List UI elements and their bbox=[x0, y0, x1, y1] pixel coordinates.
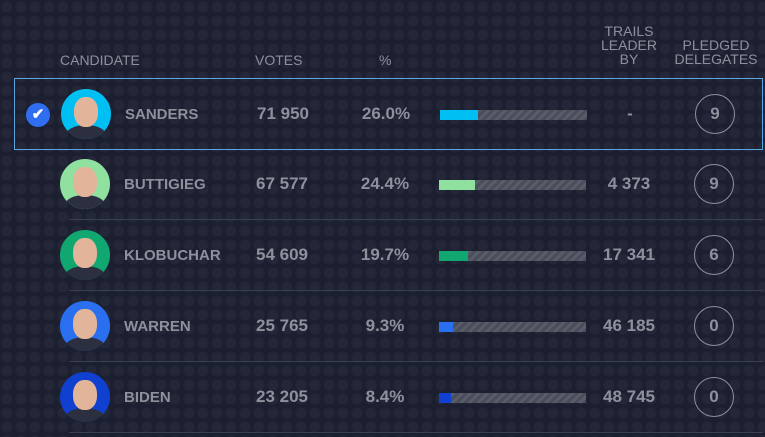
header-pledged-delegates: PLEDGED DELEGATES bbox=[668, 38, 764, 66]
trails-leader-by: 4 373 bbox=[607, 174, 651, 193]
vote-percent: 9.3% bbox=[365, 316, 405, 335]
header-trails-line: TRAILS bbox=[604, 23, 654, 39]
vote-percent: 8.4% bbox=[365, 387, 405, 406]
votes: 25 765 bbox=[256, 316, 308, 335]
avatar-body bbox=[65, 195, 105, 209]
header-trails-leader-by: TRAILS LEADER BY bbox=[586, 24, 672, 66]
row-divider bbox=[69, 290, 763, 291]
avatar bbox=[60, 372, 110, 422]
avatar-face bbox=[73, 380, 97, 410]
candidate-name: WARREN bbox=[124, 318, 191, 335]
candidate-name: SANDERS bbox=[125, 106, 199, 123]
header-pledged-line: DELEGATES bbox=[674, 51, 758, 67]
votes: 67 577 bbox=[256, 174, 308, 193]
header-trails-line: LEADER bbox=[600, 37, 658, 53]
pledged-delegates-badge: 0 bbox=[694, 306, 734, 346]
avatar-face bbox=[73, 309, 97, 339]
votes: 71 950 bbox=[257, 104, 309, 123]
header-pct: % bbox=[379, 52, 392, 68]
candidate-name: BIDEN bbox=[124, 389, 171, 406]
check-icon: ✔ bbox=[26, 103, 50, 127]
pledged-delegates-badge: 6 bbox=[694, 235, 734, 275]
pledged-delegates-badge: 9 bbox=[695, 94, 735, 134]
avatar-face bbox=[74, 97, 98, 127]
trails-leader-by: - bbox=[627, 104, 633, 123]
vote-share-bar-fill bbox=[439, 322, 453, 332]
pledged-delegates-badge: 9 bbox=[694, 164, 734, 204]
vote-percent: 24.4% bbox=[360, 174, 410, 193]
row-divider bbox=[69, 219, 763, 220]
vote-share-bar-fill bbox=[440, 110, 479, 120]
vote-share-bar-fill bbox=[439, 393, 452, 403]
candidate-row[interactable]: WARREN 25 765 9.3% 46 185 0 bbox=[14, 291, 763, 362]
avatar-body bbox=[65, 408, 105, 422]
avatar-body bbox=[66, 125, 106, 139]
vote-share-bar bbox=[440, 110, 587, 120]
vote-percent: 26.0% bbox=[361, 104, 411, 123]
vote-share-bar-fill bbox=[439, 180, 475, 190]
vote-share-bar bbox=[439, 251, 586, 261]
trails-leader-by: 48 745 bbox=[603, 387, 655, 406]
trails-leader-by: 17 341 bbox=[603, 245, 655, 264]
avatar bbox=[61, 89, 111, 139]
votes: 23 205 bbox=[256, 387, 308, 406]
pledged-delegates-badge: 0 bbox=[694, 377, 734, 417]
header-pledged-line: PLEDGED bbox=[682, 37, 750, 53]
avatar bbox=[60, 301, 110, 351]
header-trails-line: BY bbox=[619, 51, 639, 67]
header-candidate: CANDIDATE bbox=[60, 52, 140, 68]
avatar-face bbox=[73, 238, 97, 268]
row-divider bbox=[69, 361, 763, 362]
avatar-body bbox=[65, 337, 105, 351]
candidate-row[interactable]: KLOBUCHAR 54 609 19.7% 17 341 6 bbox=[14, 220, 763, 291]
vote-share-bar bbox=[439, 322, 586, 332]
vote-percent: 19.7% bbox=[360, 245, 410, 264]
votes: 54 609 bbox=[256, 245, 308, 264]
candidate-name: KLOBUCHAR bbox=[124, 247, 221, 264]
candidate-name: BUTTIGIEG bbox=[124, 176, 206, 193]
vote-share-bar bbox=[439, 180, 586, 190]
row-divider bbox=[69, 432, 763, 433]
candidate-row[interactable]: ✔ SANDERS 71 950 26.0% - 9 bbox=[14, 78, 763, 150]
avatar-face bbox=[73, 167, 97, 197]
candidate-row[interactable]: BIDEN 23 205 8.4% 48 745 0 bbox=[14, 362, 763, 433]
candidate-row[interactable]: BUTTIGIEG 67 577 24.4% 4 373 9 bbox=[14, 149, 763, 220]
avatar-body bbox=[65, 266, 105, 280]
avatar bbox=[60, 159, 110, 209]
vote-share-bar bbox=[439, 393, 586, 403]
header-votes: VOTES bbox=[255, 52, 303, 68]
vote-share-bar-fill bbox=[439, 251, 468, 261]
trails-leader-by: 46 185 bbox=[603, 316, 655, 335]
avatar bbox=[60, 230, 110, 280]
